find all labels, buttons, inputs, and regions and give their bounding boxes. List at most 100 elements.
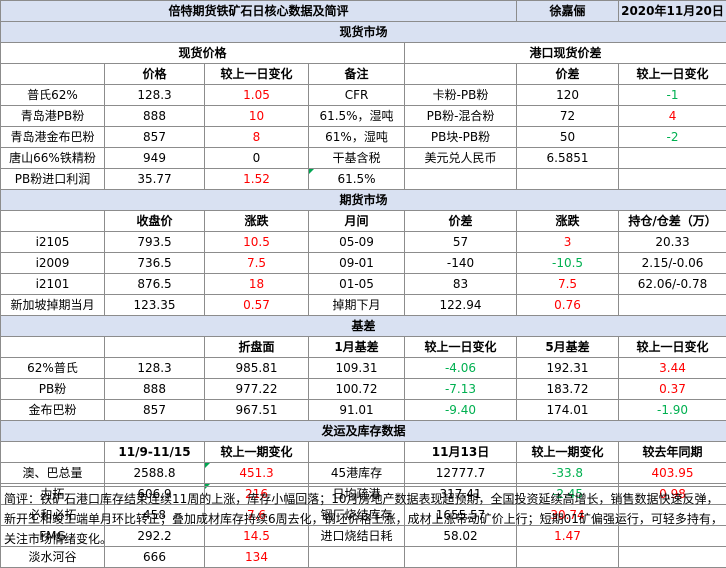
cell: 7.5 xyxy=(517,274,619,295)
table-row: 澳、巴总量 2588.8 451.3 45港库存 12777.7 -33.8 4… xyxy=(1,463,726,484)
col-header: 价差 xyxy=(517,64,619,85)
cell: 888 xyxy=(105,106,205,127)
spot-right-title: 港口现货价差 xyxy=(405,43,726,64)
cell: 掉期下月 xyxy=(309,295,405,316)
col-header xyxy=(1,211,105,232)
row-label: 卡粉-PB粉 xyxy=(405,85,517,106)
spot-left-title: 现货价格 xyxy=(1,43,405,64)
table-row: i2101 876.5 18 01-05 83 7.5 62.06/-0.78 xyxy=(1,274,726,295)
cell: 61.5% xyxy=(309,169,405,190)
cell: 2.15/-0.06 xyxy=(619,253,726,274)
cell: 451.3 xyxy=(205,463,309,484)
cell: 122.94 xyxy=(405,295,517,316)
row-label: 唐山66%铁精粉 xyxy=(1,148,105,169)
table-row: 金布巴粉 857 967.51 91.01 -9.40 174.01 -1.90 xyxy=(1,400,726,421)
section-title-spot: 现货市场 xyxy=(1,22,726,43)
cell: 123.35 xyxy=(105,295,205,316)
row-label: 金布巴粉 xyxy=(1,400,105,421)
col-header: 1月基差 xyxy=(309,337,405,358)
col-header: 备注 xyxy=(309,64,405,85)
cell: 736.5 xyxy=(105,253,205,274)
table-row: i2105 793.5 10.5 05-09 57 3 20.33 xyxy=(1,232,726,253)
col-header: 月间 xyxy=(309,211,405,232)
cell: 6.5851 xyxy=(517,148,619,169)
cell: 3.44 xyxy=(619,358,726,379)
cell: 20.33 xyxy=(619,232,726,253)
cell: 192.31 xyxy=(517,358,619,379)
cell: 10.5 xyxy=(205,232,309,253)
cell: 128.3 xyxy=(105,358,205,379)
commentary-note: 简评：铁矿石港口库存结束连续11周的上涨，库存小幅回落；10月房地产数据表现超预… xyxy=(0,486,726,551)
table-row: i2009 736.5 7.5 09-01 -140 -10.5 2.15/-0… xyxy=(1,253,726,274)
row-label: 青岛港金布巴粉 xyxy=(1,127,105,148)
col-header: 收盘价 xyxy=(105,211,205,232)
cell: 949 xyxy=(105,148,205,169)
cell: -10.5 xyxy=(517,253,619,274)
cell xyxy=(405,169,517,190)
cell: -7.13 xyxy=(405,379,517,400)
col-header: 价格 xyxy=(105,64,205,85)
row-label: PB粉 xyxy=(1,379,105,400)
row-label: PB粉进口利润 xyxy=(1,169,105,190)
col-header: 较上一日变化 xyxy=(619,64,726,85)
table-row: 新加坡掉期当月 123.35 0.57 掉期下月 122.94 0.76 xyxy=(1,295,726,316)
col-header xyxy=(1,337,105,358)
column-header-row: 价格 较上一日变化 备注 价差 较上一日变化 xyxy=(1,64,726,85)
cell: 05-09 xyxy=(309,232,405,253)
cell: 干基含税 xyxy=(309,148,405,169)
cell: -33.8 xyxy=(517,463,619,484)
cell: 100.72 xyxy=(309,379,405,400)
cell: 83 xyxy=(405,274,517,295)
col-header: 5月基差 xyxy=(517,337,619,358)
cell xyxy=(619,295,726,316)
cell xyxy=(619,169,726,190)
cell: 0.57 xyxy=(205,295,309,316)
section-row: 现货市场 xyxy=(1,22,726,43)
cell: 0 xyxy=(205,148,309,169)
cell: 888 xyxy=(105,379,205,400)
cell: 857 xyxy=(105,400,205,421)
author: 徐嘉俪 xyxy=(517,1,619,22)
section-row: 基差 xyxy=(1,316,726,337)
row-label: 45港库存 xyxy=(309,463,405,484)
col-header: 涨跌 xyxy=(517,211,619,232)
col-header: 较上一日变化 xyxy=(205,64,309,85)
cell: 35.77 xyxy=(105,169,205,190)
col-header: 11/9-11/15 xyxy=(105,442,205,463)
cell: -140 xyxy=(405,253,517,274)
cell: 967.51 xyxy=(205,400,309,421)
cell: 61%，湿吨 xyxy=(309,127,405,148)
subheader-row: 现货价格 港口现货价差 xyxy=(1,43,726,64)
col-header: 较去年同期 xyxy=(619,442,726,463)
col-header xyxy=(405,64,517,85)
col-header: 价差 xyxy=(405,211,517,232)
section-title-futures: 期货市场 xyxy=(1,190,726,211)
report-date: 2020年11月20日 xyxy=(619,1,726,22)
row-label: PB粉-混合粉 xyxy=(405,106,517,127)
cell: 09-01 xyxy=(309,253,405,274)
col-header xyxy=(309,442,405,463)
cell: -4.06 xyxy=(405,358,517,379)
table-row: 青岛港PB粉 888 10 61.5%，湿吨 PB粉-混合粉 72 4 xyxy=(1,106,726,127)
section-row: 期货市场 xyxy=(1,190,726,211)
cell: 8 xyxy=(205,127,309,148)
cell xyxy=(619,148,726,169)
section-title-basis: 基差 xyxy=(1,316,726,337)
cell: 128.3 xyxy=(105,85,205,106)
cell: 109.31 xyxy=(309,358,405,379)
col-header xyxy=(105,337,205,358)
cell: 12777.7 xyxy=(405,463,517,484)
cell: -2 xyxy=(619,127,726,148)
column-header-row: 折盘面 1月基差 较上一日变化 5月基差 较上一日变化 xyxy=(1,337,726,358)
cell: 7.5 xyxy=(205,253,309,274)
table-row: 青岛港金布巴粉 857 8 61%，湿吨 PB块-PB粉 50 -2 xyxy=(1,127,726,148)
cell: 91.01 xyxy=(309,400,405,421)
col-header: 11月13日 xyxy=(405,442,517,463)
cell: 793.5 xyxy=(105,232,205,253)
col-header: 持仓/仓差（万） xyxy=(619,211,726,232)
section-title-inventory: 发运及库存数据 xyxy=(1,421,726,442)
cell: -1 xyxy=(619,85,726,106)
cell: 977.22 xyxy=(205,379,309,400)
table-row: PB粉 888 977.22 100.72 -7.13 183.72 0.37 xyxy=(1,379,726,400)
cell: 857 xyxy=(105,127,205,148)
